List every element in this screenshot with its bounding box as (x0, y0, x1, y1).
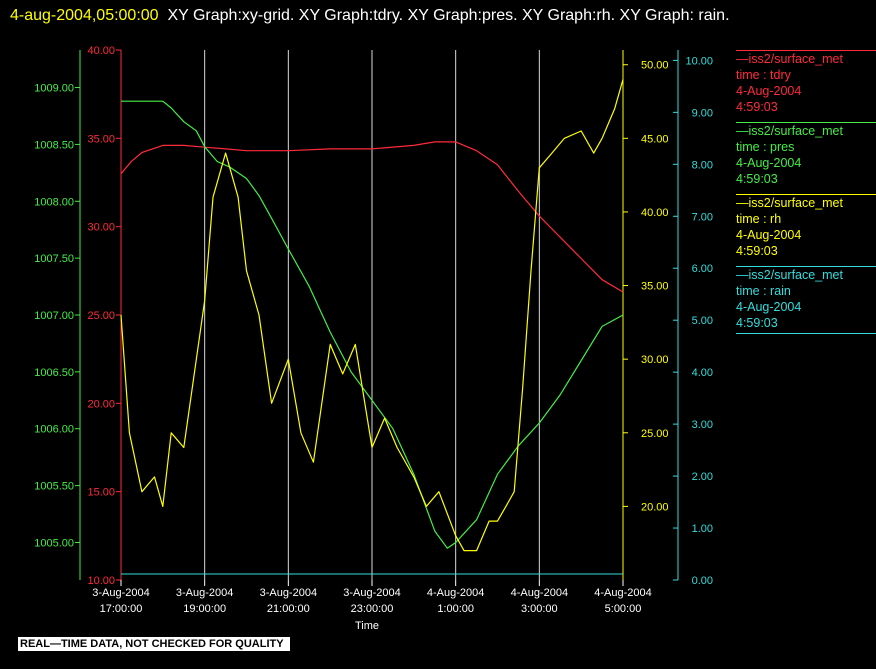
rain-tick-label: 5.00 (692, 315, 713, 327)
rain-tick-label: 1.00 (692, 523, 713, 535)
rain-tick-label: 0.00 (692, 575, 713, 587)
x-tick-date-label: 4-Aug-2004 (427, 587, 485, 599)
pres-tick-label: 1006.00 (34, 424, 74, 436)
tdry-series-line (120, 141, 624, 293)
rh-tick-label: 30.00 (641, 354, 669, 366)
pres-tick-label: 1005.50 (34, 481, 74, 493)
legend-rain: —iss2/surface_met time : rain 4-Aug-2004… (736, 266, 876, 334)
tdry-tick-label: 35.00 (87, 133, 115, 145)
legend-rh-date: 4-Aug-2004 (736, 228, 802, 242)
rh-tick-label: 50.00 (641, 60, 669, 72)
legend-pres-time: 4:59:03 (736, 172, 778, 186)
x-tick-time-label: 5:00:00 (605, 603, 642, 615)
tdry-tick-label: 30.00 (87, 222, 115, 234)
rain-tick-label: 10.00 (685, 55, 713, 67)
legend-rain-name: —iss2/surface_met (736, 266, 876, 283)
x-axis-label: Time (355, 620, 379, 632)
pres-tick-label: 1007.50 (34, 253, 74, 265)
tdry-tick-label: 15.00 (87, 487, 115, 499)
rh-tick-label: 40.00 (641, 207, 669, 219)
x-tick-time-label: 21:00:00 (267, 603, 310, 615)
x-tick-date-label: 4-Aug-2004 (511, 587, 569, 599)
pres-tick-label: 1006.50 (34, 367, 74, 379)
tdry-tick-label: 10.00 (87, 575, 115, 587)
rain-tick-label: 4.00 (692, 367, 713, 379)
tdry-tick-label: 40.00 (87, 45, 115, 57)
tdry-tick-label: 20.00 (87, 398, 115, 410)
legend-rh-time: 4:59:03 (736, 244, 778, 258)
legend-pres-name: —iss2/surface_met (736, 122, 876, 139)
legend-rain-time: 4:59:03 (736, 315, 876, 334)
legend-pres-date: 4-Aug-2004 (736, 156, 802, 170)
legend-tdry: —iss2/surface_met time : tdry 4-Aug-2004… (736, 50, 876, 115)
legend-pres-label: time : pres (736, 140, 795, 154)
rain-tick-label: 2.00 (692, 471, 713, 483)
x-tick-date-label: 4-Aug-2004 (594, 587, 652, 599)
quality-disclaimer: REAL—TIME DATA, NOT CHECKED FOR QUALITY (18, 637, 290, 651)
x-tick-time-label: 23:00:00 (351, 603, 394, 615)
rh-series-line (120, 79, 624, 552)
x-tick-time-label: 1:00:00 (437, 603, 474, 615)
legend-rh-name: —iss2/surface_met (736, 194, 876, 211)
title-timestamp: 4-aug-2004,05:00:00 (10, 7, 159, 24)
legend-rain-label: time : rain (736, 284, 791, 298)
rain-tick-label: 6.00 (692, 263, 713, 275)
pres-tick-label: 1007.00 (34, 310, 74, 322)
rh-tick-label: 20.00 (641, 501, 669, 513)
rh-tick-label: 25.00 (641, 428, 669, 440)
legend-rh-label: time : rh (736, 212, 782, 226)
legend-tdry-time: 4:59:03 (736, 100, 778, 114)
rh-tick-label: 35.00 (641, 281, 669, 293)
title-graph-list: XY Graph:xy-grid. XY Graph:tdry. XY Grap… (167, 7, 730, 24)
legend-pres: —iss2/surface_met time : pres 4-Aug-2004… (736, 122, 876, 187)
rain-tick-label: 7.00 (692, 211, 713, 223)
rain-tick-label: 8.00 (692, 159, 713, 171)
x-tick-time-label: 17:00:00 (100, 603, 143, 615)
pres-tick-label: 1009.00 (34, 83, 74, 95)
chart-title: 4-aug-2004,05:00:00 XY Graph:xy-grid. XY… (10, 3, 870, 29)
legend-tdry-date: 4-Aug-2004 (736, 84, 802, 98)
x-tick-date-label: 3-Aug-2004 (343, 587, 401, 599)
legend-rh: —iss2/surface_met time : rh 4-Aug-2004 4… (736, 194, 876, 259)
pres-tick-label: 1008.50 (34, 139, 74, 151)
rain-tick-label: 3.00 (692, 419, 713, 431)
pres-tick-label: 1005.00 (34, 537, 74, 549)
pres-tick-label: 1008.00 (34, 196, 74, 208)
x-tick-time-label: 3:00:00 (521, 603, 558, 615)
x-tick-time-label: 19:00:00 (183, 603, 226, 615)
pres-series-line (121, 100, 624, 549)
x-tick-date-label: 3-Aug-2004 (176, 587, 234, 599)
rain-tick-label: 9.00 (692, 107, 713, 119)
legend-rain-date: 4-Aug-2004 (736, 300, 802, 314)
x-tick-date-label: 3-Aug-2004 (260, 587, 318, 599)
x-tick-date-label: 3-Aug-2004 (92, 587, 150, 599)
tdry-tick-label: 25.00 (87, 310, 115, 322)
legend-tdry-name: —iss2/surface_met (736, 50, 876, 67)
legend-tdry-label: time : tdry (736, 68, 791, 82)
rh-tick-label: 45.00 (641, 133, 669, 145)
